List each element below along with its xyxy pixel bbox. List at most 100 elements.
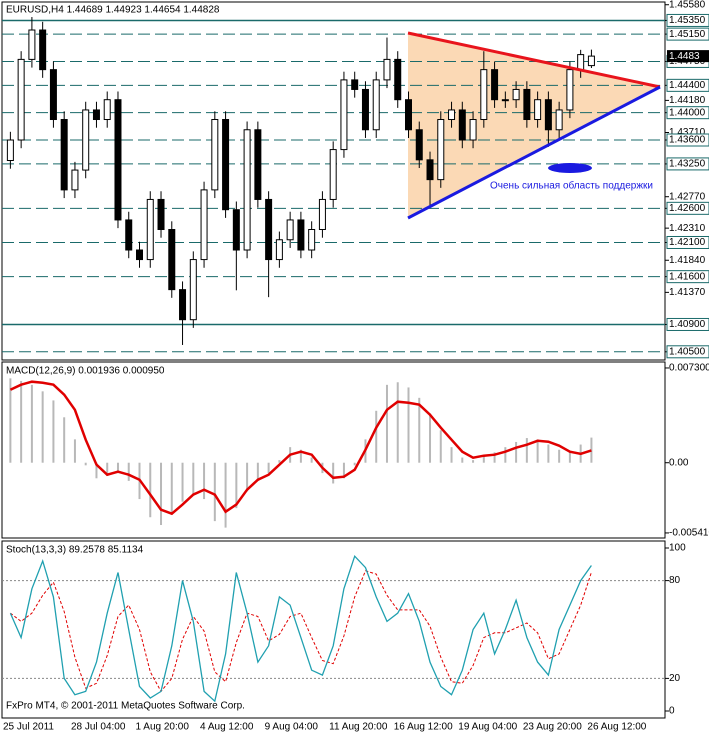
candle-body bbox=[243, 129, 251, 251]
x-tick-label: 28 Jul 04:00 bbox=[71, 722, 126, 733]
macd-bar bbox=[558, 449, 561, 463]
macd-bar bbox=[256, 462, 259, 481]
candle-body bbox=[168, 229, 176, 291]
support-zone bbox=[548, 163, 592, 173]
candle-body bbox=[480, 69, 488, 121]
macd-bar bbox=[63, 417, 66, 463]
candle-body bbox=[308, 229, 316, 251]
candle-body bbox=[361, 88, 369, 131]
x-tick-label: 26 Aug 12:00 bbox=[587, 722, 646, 733]
level-label-box bbox=[666, 317, 709, 331]
candle-body bbox=[448, 109, 456, 121]
x-tick-label: 19 Aug 04:00 bbox=[458, 722, 517, 733]
candle-body bbox=[372, 79, 380, 131]
signal-line bbox=[10, 570, 592, 693]
candle-body bbox=[394, 58, 402, 101]
candle-body bbox=[512, 88, 520, 101]
candle-body bbox=[232, 209, 240, 251]
level-label-box bbox=[666, 345, 709, 359]
macd-bar bbox=[385, 384, 388, 463]
macd-bar bbox=[590, 437, 593, 463]
candle-body bbox=[351, 79, 359, 90]
macd-bar bbox=[525, 438, 528, 463]
stoch-title: Stoch(13,3,3) 89.2578 85.1134 bbox=[6, 545, 144, 556]
candle-body bbox=[6, 139, 14, 162]
y-tick-label: 1.40500 bbox=[669, 346, 706, 357]
macd-bar bbox=[30, 384, 33, 463]
level-label-box bbox=[666, 270, 709, 284]
footer: FxPro MT4, © 2001-2011 MetaQuotes Softwa… bbox=[6, 701, 245, 712]
level-label-box bbox=[666, 235, 709, 249]
candle-body bbox=[103, 99, 111, 121]
macd-bar bbox=[515, 441, 518, 463]
candle-body bbox=[189, 259, 197, 321]
level-label-box bbox=[666, 157, 709, 171]
candle-body bbox=[437, 119, 445, 181]
y-tick-label: 1.44000 bbox=[669, 107, 706, 118]
candle-body bbox=[211, 119, 219, 191]
annotation: Очень сильная область поддержки bbox=[490, 180, 653, 192]
candle-body bbox=[82, 109, 90, 171]
y-tick-label: 0.00 bbox=[669, 457, 689, 468]
candle-body bbox=[555, 109, 563, 131]
current-price-box bbox=[667, 50, 709, 63]
macd-bar bbox=[450, 447, 453, 463]
macd-bar bbox=[396, 382, 399, 463]
y-tick-label: 0.007300 bbox=[669, 363, 709, 374]
macd-bar bbox=[332, 462, 335, 484]
macd-bar bbox=[493, 452, 496, 463]
candle-body bbox=[491, 69, 499, 101]
level-label-box bbox=[666, 133, 709, 147]
y-tick-label: 1.42770 bbox=[669, 191, 706, 202]
x-tick-label: 9 Aug 04:00 bbox=[265, 722, 319, 733]
macd-bar bbox=[418, 397, 421, 463]
macd-bar bbox=[235, 462, 238, 509]
macd-bar bbox=[407, 387, 410, 463]
triangle-area bbox=[408, 33, 660, 218]
macd-bar bbox=[20, 380, 23, 463]
candle-body bbox=[523, 88, 531, 121]
signal-line bbox=[9, 380, 592, 516]
macd-bar bbox=[73, 439, 76, 463]
candle-body bbox=[469, 119, 477, 141]
macd-bar bbox=[342, 462, 345, 479]
macd-bar bbox=[246, 462, 249, 492]
level-label-box bbox=[666, 13, 709, 27]
price-title: EURUSD,H4 1.44689 1.44923 1.44654 1.4482… bbox=[6, 5, 220, 16]
y-tick-label: 1.44180 bbox=[669, 95, 706, 106]
candle-body bbox=[17, 58, 25, 141]
x-tick-label: 25 Jul 2011 bbox=[3, 722, 54, 733]
candle-body bbox=[426, 159, 434, 181]
y-tick-label: 1.43600 bbox=[669, 135, 706, 146]
price-panel bbox=[1, 1, 666, 361]
candle-body bbox=[534, 99, 542, 121]
macd-bar bbox=[203, 462, 206, 500]
macd-bar bbox=[439, 430, 442, 463]
x-tick-label: 1 Aug 20:00 bbox=[136, 722, 190, 733]
candle-body bbox=[179, 289, 187, 321]
candle-body bbox=[222, 119, 230, 211]
macd-bar bbox=[106, 462, 109, 476]
candle-body bbox=[136, 249, 143, 261]
macd-bar bbox=[52, 400, 55, 463]
macd-bar bbox=[375, 410, 378, 463]
macd-bar bbox=[160, 462, 163, 526]
candle-body bbox=[275, 239, 283, 261]
macd-bar bbox=[149, 462, 152, 518]
macd-bar bbox=[41, 391, 44, 463]
stoch-panel bbox=[1, 540, 666, 719]
macd-bar bbox=[213, 462, 216, 522]
macd-title: MACD(12,26,9) 0.001936 0.000950 bbox=[6, 366, 165, 377]
candle-body bbox=[566, 69, 574, 111]
macd-bar bbox=[192, 462, 195, 494]
x-tick-label: 11 Aug 20:00 bbox=[329, 722, 388, 733]
macd-bar bbox=[536, 439, 539, 463]
y-tick-label: 1.42310 bbox=[669, 223, 706, 234]
level-label-box bbox=[666, 106, 709, 120]
macd-bar bbox=[472, 460, 475, 463]
y-tick-label: 1.45350 bbox=[669, 15, 706, 26]
y-tick-label: 0 bbox=[669, 706, 675, 717]
candle-body bbox=[28, 29, 36, 60]
main-line bbox=[9, 554, 592, 703]
